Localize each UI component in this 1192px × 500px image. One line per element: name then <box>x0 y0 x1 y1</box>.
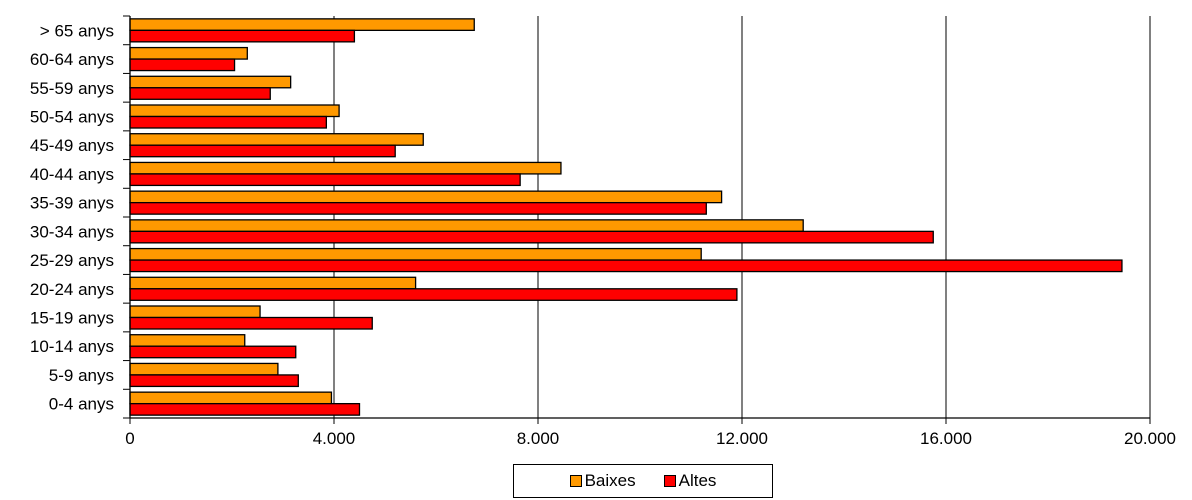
x-tick-label-1: 4.000 <box>313 429 356 448</box>
legend-swatch-baixes <box>569 475 582 487</box>
bar-baixes-7 <box>129 190 723 204</box>
y-tick-label-12: 60-64 anys <box>30 50 114 69</box>
x-tick-label-4: 16.000 <box>920 429 972 448</box>
bar-altes-5 <box>129 259 1123 273</box>
y-tick-label-3: 15-19 anys <box>30 309 114 328</box>
y-tick-label-13: > 65 anys <box>40 21 114 40</box>
bar-baixes-1 <box>129 362 279 376</box>
bar-baixes-8 <box>129 161 562 175</box>
bar-baixes-9 <box>129 133 424 146</box>
y-tick-label-5: 25-29 anys <box>30 251 114 270</box>
bar-baixes-6 <box>129 219 804 233</box>
bar-altes-2 <box>129 345 297 359</box>
bar-altes-9 <box>129 144 396 158</box>
y-tick-label-9: 45-49 anys <box>30 136 114 155</box>
bar-altes-11 <box>129 87 271 100</box>
y-tick-label-2: 10-14 anys <box>30 337 114 356</box>
bar-baixes-13 <box>129 18 475 32</box>
bar-altes-4 <box>129 288 738 301</box>
bar-baixes-12 <box>129 46 248 60</box>
x-tick-label-3: 12.000 <box>716 429 768 448</box>
bar-altes-12 <box>129 58 236 72</box>
bar-altes-13 <box>129 29 356 43</box>
bar-baixes-10 <box>129 104 340 118</box>
legend-entry-altes: Altes <box>663 471 717 491</box>
bar-altes-0 <box>129 402 361 416</box>
bars <box>129 18 1123 416</box>
y-tick-label-1: 5-9 anys <box>49 366 114 385</box>
x-tick-label-0: 0 <box>125 429 134 448</box>
bar-baixes-2 <box>129 334 246 347</box>
bar-altes-1 <box>129 374 299 388</box>
y-tick-label-10: 50-54 anys <box>30 108 114 127</box>
x-tick-label-5: 20.000 <box>1124 429 1176 448</box>
legend-swatch-altes <box>663 475 676 487</box>
bar-altes-6 <box>129 230 934 244</box>
x-tick-labels: 0 4.000 8.000 12.000 16.000 20.000 <box>125 429 1176 448</box>
y-tick-label-8: 40-44 anys <box>30 165 114 184</box>
bar-baixes-3 <box>129 305 261 319</box>
y-tick-labels: 0-4 anys 5-9 anys 10-14 anys 15-19 anys 20-2… <box>30 21 114 413</box>
bar-altes-8 <box>129 173 521 187</box>
bar-baixes-0 <box>129 391 333 405</box>
x-tick-label-2: 8.000 <box>517 429 560 448</box>
y-tick-label-4: 20-24 anys <box>30 280 114 299</box>
bar-altes-7 <box>129 201 707 215</box>
legend: Baixes Altes <box>513 464 773 498</box>
bar-chart: 0-4 anys 5-9 anys 10-14 anys 15-19 anys 20-2… <box>30 15 1176 448</box>
y-tick-label-6: 30-34 anys <box>30 222 114 241</box>
y-tick-label-0: 0-4 anys <box>49 395 114 414</box>
y-tick-label-11: 55-59 anys <box>30 79 114 98</box>
legend-entry-baixes: Baixes <box>569 471 636 491</box>
axes <box>123 15 1151 424</box>
bar-baixes-11 <box>129 75 292 89</box>
bar-baixes-5 <box>129 247 702 261</box>
gridlines <box>333 16 1151 418</box>
legend-label-baixes: Baixes <box>584 471 636 490</box>
legend-label-altes: Altes <box>678 471 717 490</box>
bar-altes-3 <box>129 316 373 330</box>
bar-baixes-4 <box>129 276 417 290</box>
bar-altes-10 <box>129 115 328 129</box>
y-tick-label-7: 35-39 anys <box>30 194 114 213</box>
